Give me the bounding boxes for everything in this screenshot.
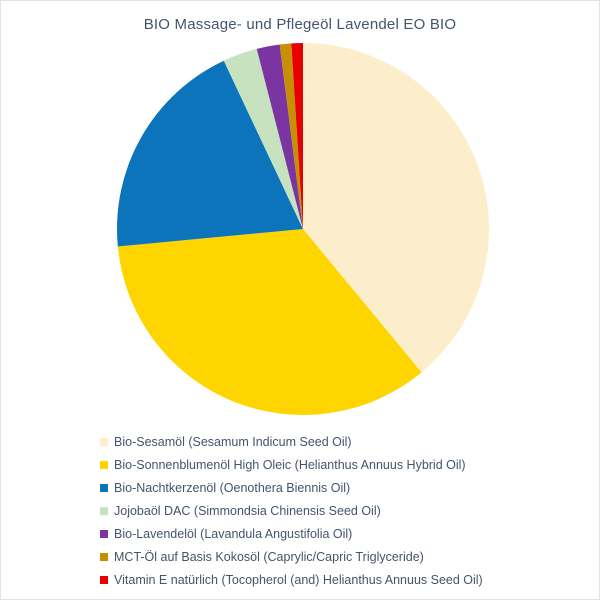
legend-swatch-icon [100, 506, 108, 515]
pie-slice [256, 44, 303, 229]
legend-label: MCT-Öl auf Basis Kokosöl (Caprylic/Capri… [114, 549, 424, 564]
pie-slice [223, 48, 303, 230]
legend-swatch-icon [100, 575, 108, 584]
pie-slice [303, 43, 490, 373]
legend-label: Bio-Sonnenblumenöl High Oleic (Helianthu… [114, 457, 466, 472]
chart-title: BIO Massage- und Pflegeöl Lavendel EO BI… [143, 16, 457, 33]
pie-slice [117, 229, 422, 415]
legend-swatch-icon [100, 529, 108, 538]
pie-chart [117, 43, 490, 415]
legend-item: Vitamin E natürlich (Tocopherol (and) He… [100, 568, 483, 591]
legend-label: Bio-Lavendelöl (Lavandula Angustifolia O… [114, 526, 353, 541]
legend-label: Bio-Sesamöl (Sesamum Indicum Seed Oil) [114, 434, 352, 449]
chart-legend: Bio-Sesamöl (Sesamum Indicum Seed Oil) Bi… [100, 430, 483, 591]
legend-item: MCT-Öl auf Basis Kokosöl (Caprylic/Capri… [100, 545, 483, 568]
legend-label: Bio-Nachtkerzenöl (Oenothera Biennis Oil… [114, 480, 351, 495]
legend-item: Jojobaöl DAC (Simmondsia Chinensis Seed … [100, 499, 483, 522]
legend-item: Bio-Sonnenblumenöl High Oleic (Helianthu… [100, 453, 483, 476]
legend-swatch-icon [100, 483, 108, 492]
legend-label: Jojobaöl DAC (Simmondsia Chinensis Seed … [114, 503, 381, 518]
legend-swatch-icon [100, 437, 108, 446]
legend-label: Vitamin E natürlich (Tocopherol (and) He… [114, 572, 483, 587]
legend-item: Bio-Lavendelöl (Lavandula Angustifolia O… [100, 522, 483, 545]
legend-swatch-icon [100, 460, 108, 469]
pie-slice [117, 60, 303, 247]
pie-slice [279, 43, 303, 230]
legend-swatch-icon [100, 552, 108, 561]
legend-item: Bio-Sesamöl (Sesamum Indicum Seed Oil) [100, 430, 483, 453]
pie-slice [291, 43, 303, 229]
legend-item: Bio-Nachtkerzenöl (Oenothera Biennis Oil… [100, 476, 483, 499]
